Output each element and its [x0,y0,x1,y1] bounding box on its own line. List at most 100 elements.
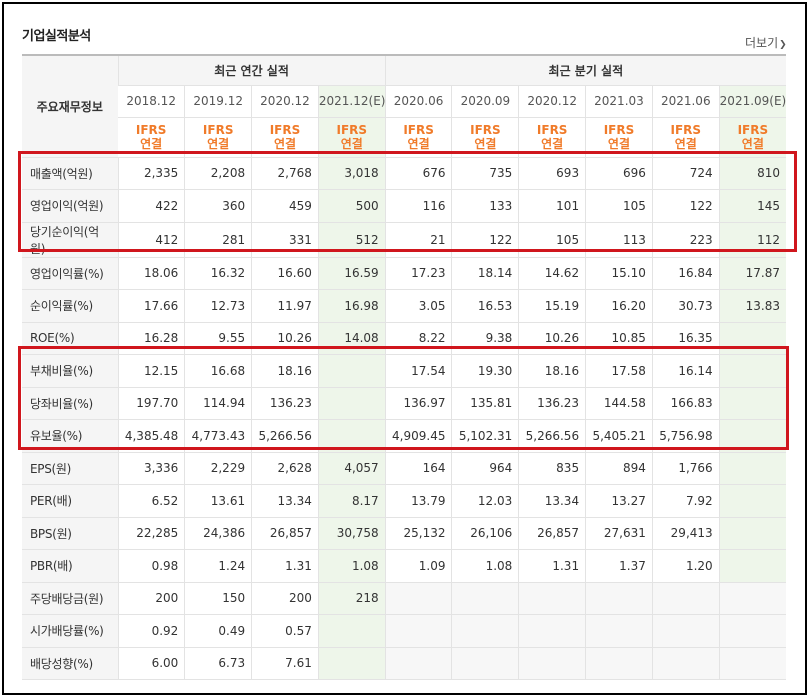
value-cell: 810 [718,157,786,190]
value-cell: 136.23 [251,387,319,420]
table-row: 배당성향(%) 6.00 6.73 7.61 [22,647,786,680]
value-cell [718,582,786,615]
value-cell: 13.79 [384,484,452,518]
basis-header: IFRS 연결 [585,117,653,158]
value-cell: 1.37 [585,549,653,583]
value-cell: 16.35 [651,322,720,355]
value-cell: 122 [451,222,519,258]
basis-consolidation: 연결 [674,137,697,151]
more-link-label: 더보기 [745,36,779,50]
value-cell: 1.31 [251,549,319,583]
period-header: 2020.12 [251,85,319,118]
row-label: ROE(%) [22,322,118,355]
value-cell: 5,405.21 [585,419,653,453]
row-label: 영업이익률(%) [22,257,118,290]
value-cell: 223 [651,222,720,258]
value-cell [317,614,386,648]
value-cell: 136.97 [384,387,452,420]
table-row: 매출액(억원) 2,335 2,208 2,768 3,018 676 735 693 696 7… [22,157,786,190]
basis-standard: IFRS [269,123,301,137]
row-label: PBR(배) [22,549,118,583]
table-row: PER(배) 6.52 13.61 13.34 8.17 13.79 12.03 13.34 1… [22,484,786,518]
row-label: 영업이익(억원) [22,189,118,223]
basis-consolidation: 연결 [207,137,230,151]
value-cell: 12.15 [117,354,185,388]
value-cell: 26,857 [518,517,586,550]
value-cell: 16.14 [651,354,720,388]
value-cell: 281 [184,222,252,258]
basis-header: IFRS 연결 [384,117,452,158]
value-cell: 0.98 [117,549,185,583]
row-label: 부채비율(%) [22,354,118,388]
row-label: 당기순이익(억원) [22,222,118,258]
basis-consolidation: 연결 [407,137,430,151]
value-cell: 200 [117,582,185,615]
value-cell: 13.34 [518,484,586,518]
value-cell: 17.58 [585,354,653,388]
table-row: 순이익률(%) 17.66 12.73 11.97 16.98 3.05 16.53 15.1… [22,289,786,323]
value-cell [651,582,720,615]
value-cell: 25,132 [384,517,452,550]
basis-standard: IFRS [536,123,568,137]
value-cell [718,419,786,453]
basis-header: IFRS 연결 [718,117,786,158]
value-cell: 1.08 [317,549,386,583]
basis-consolidation: 연결 [273,137,297,151]
value-cell [718,387,786,420]
value-cell [718,484,786,518]
basis-standard: IFRS [336,123,368,137]
basis-header: IFRS 연결 [518,117,586,158]
more-link[interactable]: 더보기❯ [745,34,787,51]
row-label: 당좌비율(%) [22,387,118,420]
value-cell: 12.03 [451,484,519,518]
value-cell [718,354,786,388]
value-cell: 17.54 [384,354,452,388]
basis-consolidation: 연결 [340,137,363,151]
value-cell: 27,631 [585,517,653,550]
value-cell [384,582,452,615]
value-cell: 735 [451,157,519,190]
table-row: 유보율(%) 4,385.48 4,773.43 5,266.56 4,909.45 5,… [22,419,786,453]
value-cell [518,614,586,648]
value-cell: 105 [585,189,653,223]
value-cell: 14.08 [317,322,386,355]
value-cell: 10.26 [518,322,586,355]
section-title: 기업실적분석 [22,29,91,44]
basis-header: IFRS 연결 [451,117,519,158]
value-cell: 2,628 [251,452,319,485]
row-label: 순이익률(%) [22,289,118,323]
value-cell: 15.19 [518,289,586,323]
value-cell: 114.94 [184,387,252,420]
row-label: EPS(원) [22,452,118,485]
value-cell [718,452,786,485]
value-cell: 13.83 [718,289,786,323]
value-cell: 18.14 [451,257,519,290]
row-label: 유보율(%) [22,419,118,453]
value-cell: 30.73 [651,289,720,323]
value-cell: 6.52 [117,484,185,518]
basis-consolidation: 연결 [140,137,163,151]
value-cell: 112 [718,222,786,258]
value-cell: 1.24 [184,549,252,583]
period-header: 2018.12 [118,85,185,118]
value-cell [317,647,386,680]
value-cell: 15.10 [585,257,653,290]
period-header: 2021.09(E) [718,85,786,118]
value-cell [718,647,786,680]
basis-consolidation: 연결 [541,137,564,151]
value-cell: 13.61 [184,484,252,518]
row-label: 시가배당률(%) [22,614,118,648]
basis-header: IFRS 연결 [118,117,185,158]
value-cell: 18.16 [518,354,586,388]
row-label: 매출액(억원) [22,157,118,190]
row-label: 주당배당금(원) [22,582,118,615]
table-row: BPS(원) 22,285 24,386 26,857 30,758 25,132 26,1… [22,517,786,550]
value-cell: 17.87 [718,257,786,290]
value-cell: 7.61 [251,647,319,680]
value-cell: 835 [518,452,586,485]
value-cell: 9.55 [184,322,252,355]
value-cell: 18.16 [251,354,319,388]
period-header: 2021.06 [651,85,720,118]
value-cell: 122 [651,189,720,223]
value-cell: 4,057 [317,452,386,485]
